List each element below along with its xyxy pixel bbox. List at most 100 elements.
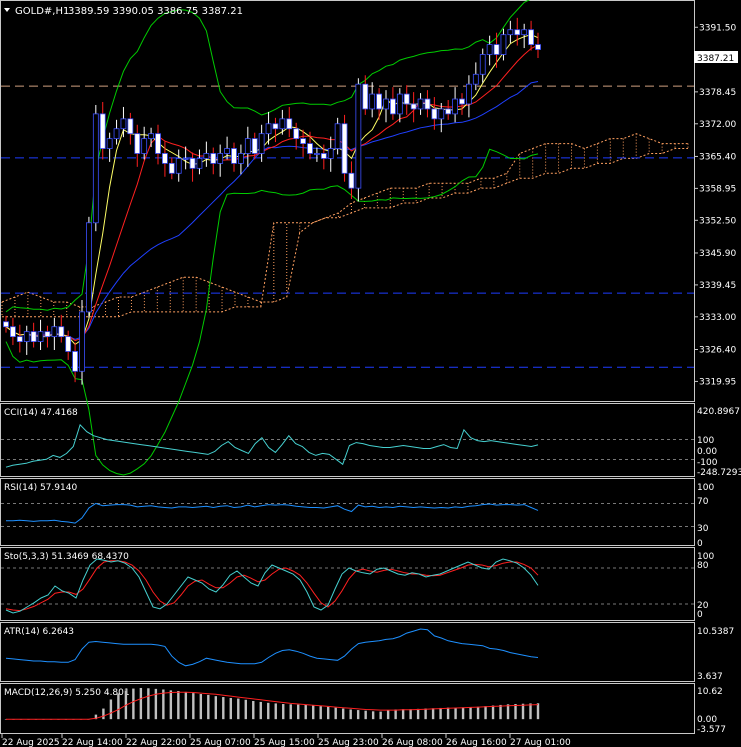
candle-body: [459, 98, 465, 105]
macd-histogram-bar: [469, 707, 472, 720]
candle-body: [293, 128, 300, 140]
macd-histogram-bar: [222, 697, 225, 720]
macd-histogram-bar: [109, 699, 113, 720]
candle-body: [403, 93, 410, 105]
macd-histogram-bar: [267, 702, 270, 720]
price-tick-label: 3365.40: [699, 152, 736, 162]
candle-body: [265, 123, 272, 135]
candle-body: [244, 138, 251, 154]
candle-body: [79, 311, 85, 372]
candle-body: [320, 153, 327, 159]
time-tick-label: 27 Aug 01:00: [510, 738, 571, 747]
candle-body: [72, 351, 78, 372]
macd-histogram-bar: [297, 704, 300, 720]
macd-histogram-bar: [304, 704, 307, 720]
macd-histogram-bar: [439, 707, 442, 720]
price-tick-label: 3358.95: [699, 184, 736, 194]
indicator-tick-label: -248.7293: [697, 468, 741, 478]
ichimoku-cloud: [1, 133, 689, 318]
stoch-title: Sto(5,3,3) 51.3469 68.4370: [4, 552, 129, 562]
candle-body: [300, 138, 306, 144]
macd-histogram-bar: [356, 710, 360, 720]
price-tick-label: 3339.45: [699, 281, 736, 291]
candle-body: [23, 331, 30, 342]
candle-body: [16, 336, 23, 342]
candle-body: [251, 138, 258, 154]
dropdown-triangle-icon[interactable]: [4, 8, 10, 12]
candle-body: [86, 222, 92, 313]
macd-histogram-bar: [529, 703, 532, 720]
candle-body: [486, 44, 493, 55]
macd-histogram-bar: [282, 704, 285, 720]
macd-histogram-bar: [244, 699, 247, 720]
macd-histogram-bar: [371, 711, 375, 720]
candle-body: [348, 172, 355, 189]
candle-body: [65, 336, 72, 352]
macd-histogram-bar: [237, 698, 240, 720]
time-tick-label: 22 Aug 2025: [2, 738, 60, 747]
candle-body: [334, 123, 341, 149]
time-tick-label: 25 Aug 07:00: [190, 738, 251, 747]
macd-histogram-bar: [162, 689, 165, 720]
candle-body: [535, 44, 541, 50]
candle-body: [514, 29, 521, 36]
candle-body: [410, 103, 417, 110]
candle-body: [355, 83, 362, 189]
candle-body: [521, 29, 528, 36]
rsi-title: RSI(14) 57.9140: [4, 483, 77, 493]
indicator-tick-label: 80: [697, 561, 709, 571]
macd-histogram-bar: [349, 709, 352, 720]
indicator-tick-label: 100: [697, 436, 714, 446]
symbol-timeframe: GOLD#,H1: [15, 6, 69, 17]
price-tick-label: 3333.00: [699, 313, 736, 323]
macd-histogram-bar: [476, 706, 480, 720]
atr-line: [5, 628, 539, 667]
macd-histogram-bar: [394, 709, 397, 720]
indicator-tick-label: 10.62: [697, 687, 723, 697]
candle-body: [141, 138, 148, 154]
macd-histogram-bar: [289, 704, 292, 720]
candle-body: [327, 148, 334, 159]
candle-body: [376, 93, 382, 110]
time-tick-label: 26 Aug 08:00: [382, 738, 443, 747]
indicator-tick-label: 0.00: [697, 447, 717, 457]
macd-histogram-bar: [214, 696, 218, 720]
rsi-line: [6, 502, 539, 524]
candle-body: [168, 162, 175, 174]
macd-histogram-bar: [102, 708, 105, 720]
candle-body: [383, 98, 389, 110]
macd-histogram-bar: [274, 703, 277, 720]
macd-histogram-bar: [499, 704, 502, 720]
macd-histogram-bar: [416, 708, 420, 720]
macd-histogram-bar: [94, 714, 98, 720]
candle-body: [113, 128, 120, 140]
cloud-span-a: [1, 133, 688, 308]
candle-body: [431, 108, 438, 120]
candle-body: [3, 321, 9, 328]
candle-body: [120, 118, 127, 130]
candle-body: [445, 108, 452, 115]
macd-histogram-bar: [431, 708, 435, 720]
macd-histogram-bar: [521, 703, 525, 720]
macd-histogram-bar: [341, 708, 345, 720]
candle-body: [493, 44, 500, 55]
candle-body: [231, 148, 237, 164]
current-price-box: [694, 51, 738, 63]
indicator-tick-label: 70: [697, 497, 709, 507]
macd-histogram-bar: [334, 707, 337, 720]
candle-body: [148, 133, 154, 140]
macd-histogram-bar: [229, 697, 232, 720]
candle-body: [341, 123, 348, 174]
indicator-tick-label: 0: [697, 610, 703, 620]
rsi-pane-frame: [0, 478, 695, 546]
macd-histogram-bar: [424, 708, 427, 720]
macd-signal-line: [6, 691, 539, 720]
candle-body: [10, 326, 16, 338]
macd-histogram-bar: [506, 704, 510, 720]
indicator-tick-label: 3.637: [697, 672, 723, 682]
candle-body: [217, 153, 224, 164]
indicator-tick-label: -100: [697, 458, 718, 468]
